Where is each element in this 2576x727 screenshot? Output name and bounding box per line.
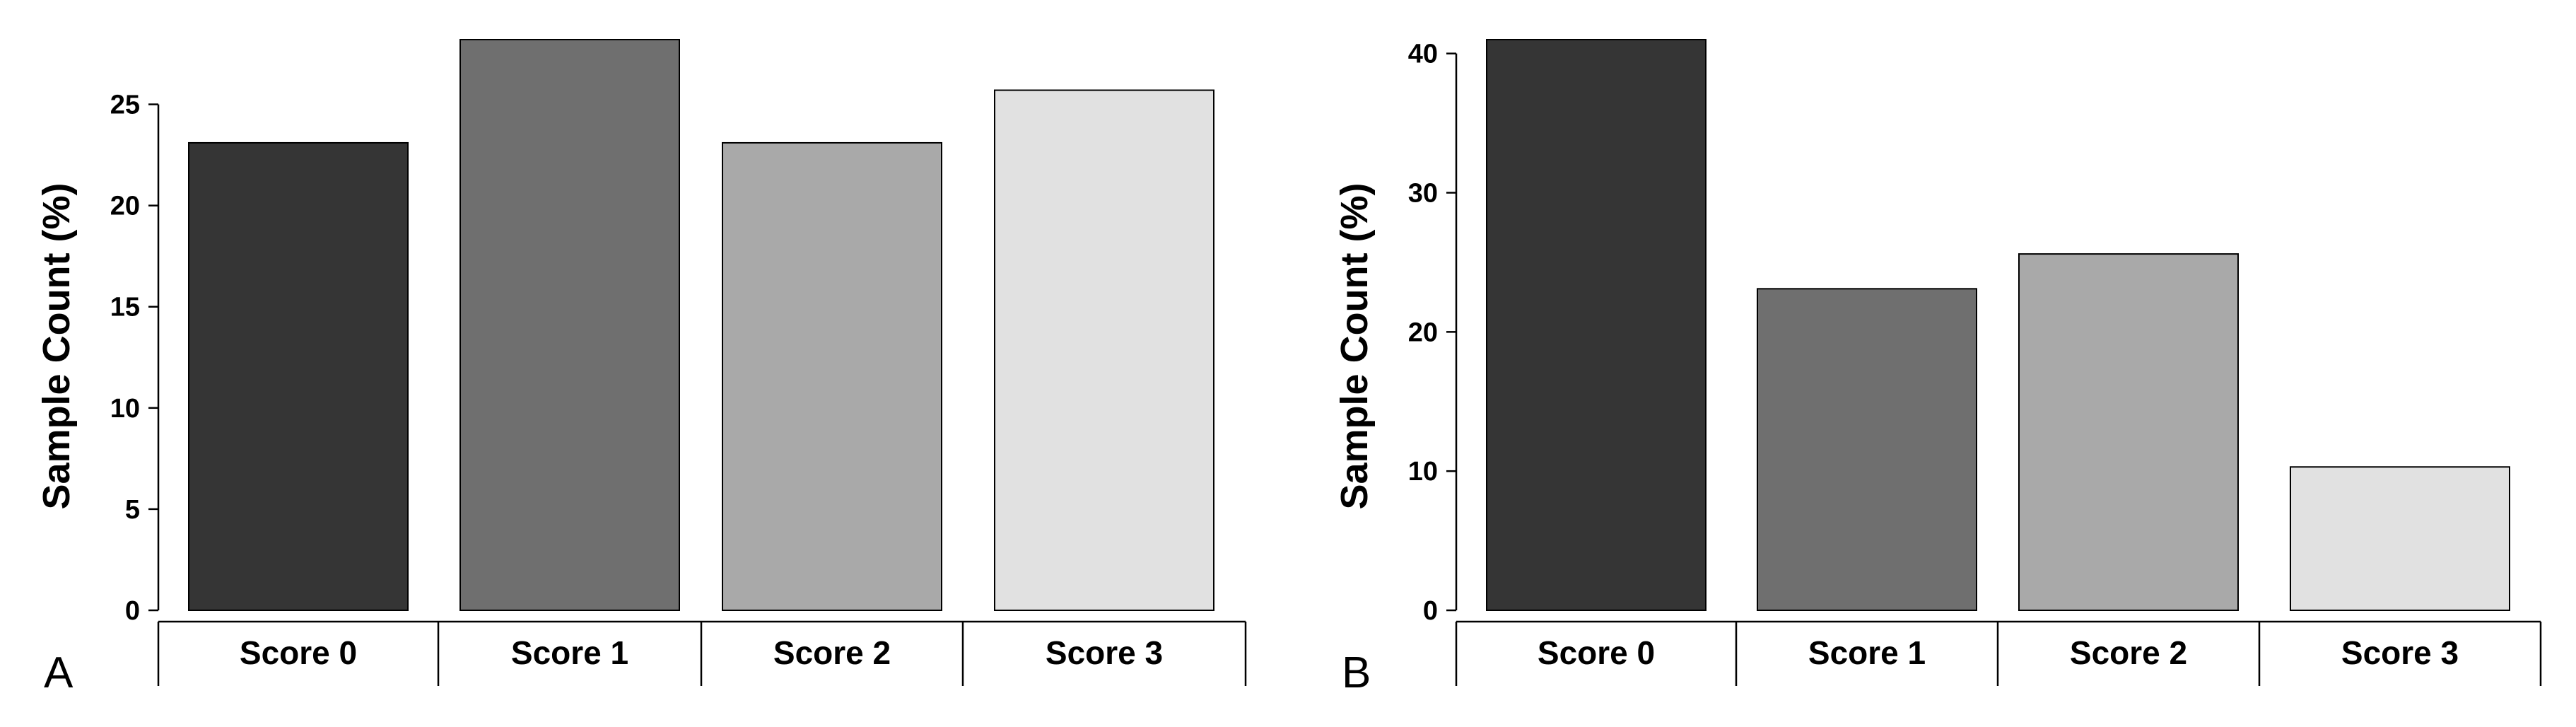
- y-tick-label: 0: [125, 596, 140, 626]
- y-tick-label: 40: [1408, 40, 1438, 69]
- bar-score-2: [2018, 253, 2239, 611]
- chart-panel-a: 0 5 10 15 20 25 Sample Count (%) Score 0 Score 1…: [35, 39, 1247, 697]
- panel-letter: A: [44, 649, 74, 697]
- y-axis-label: Sample Count (%): [35, 182, 78, 509]
- bar-score-3: [994, 89, 1214, 612]
- panel-letter: B: [1342, 649, 1371, 697]
- bar-score-3: [2290, 466, 2510, 612]
- y-tick-label: 5: [125, 495, 140, 525]
- y-tick-label: 20: [110, 192, 140, 221]
- y-tick-label: 30: [1408, 179, 1438, 209]
- x-category-label: Score 1: [1808, 634, 1926, 671]
- y-tick-label: 10: [110, 394, 140, 424]
- y-tick-label: 15: [110, 293, 140, 322]
- y-tick-label: 0: [1423, 596, 1438, 626]
- bar-score-0: [188, 141, 409, 611]
- y-tick-label: 25: [110, 91, 140, 120]
- x-category-label: Score 3: [2341, 634, 2459, 671]
- y-tick-label: 10: [1408, 457, 1438, 487]
- x-category-label: Score 0: [240, 634, 357, 671]
- bar-score-1: [1757, 288, 1977, 611]
- x-category-label: Score 2: [773, 634, 891, 671]
- x-category-label: Score 1: [511, 634, 628, 671]
- x-category-label: Score 2: [2070, 634, 2187, 671]
- bar-score-0: [1486, 39, 1706, 611]
- y-tick-label: 20: [1408, 318, 1438, 347]
- bar-score-2: [722, 141, 942, 611]
- chart-panel-b: 0 10 20 30 40 Sample Count (%) Score 0 Score 1 S…: [1333, 39, 2542, 697]
- y-axis-label: Sample Count (%): [1333, 182, 1376, 509]
- x-category-label: Score 0: [1538, 634, 1655, 671]
- bar-score-1: [459, 39, 680, 611]
- x-category-label: Score 3: [1046, 634, 1163, 671]
